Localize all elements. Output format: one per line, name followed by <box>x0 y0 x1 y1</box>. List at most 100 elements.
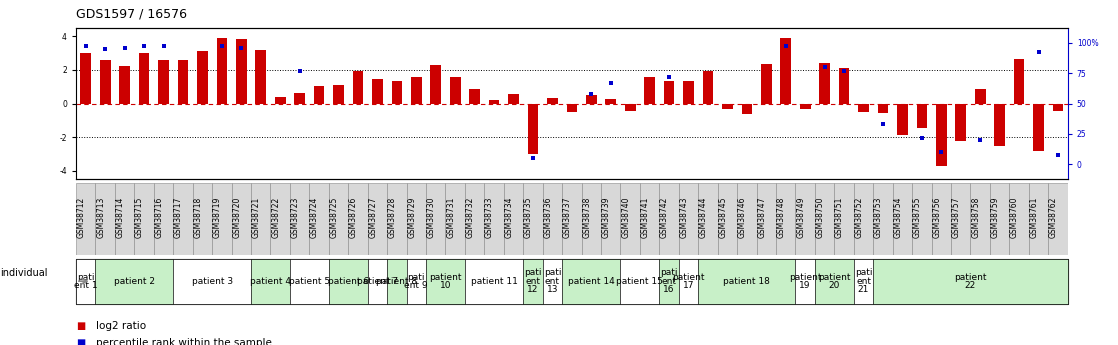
Text: GSM38757: GSM38757 <box>951 197 960 238</box>
Bar <box>173 183 192 255</box>
Bar <box>352 71 363 104</box>
Bar <box>407 183 426 255</box>
Text: GSM38759: GSM38759 <box>991 197 999 238</box>
Text: GSM38732: GSM38732 <box>465 197 475 238</box>
Text: GSM38730: GSM38730 <box>427 197 436 238</box>
Text: ■: ■ <box>76 338 85 345</box>
Bar <box>859 104 869 112</box>
Bar <box>80 53 91 104</box>
Bar <box>796 259 815 304</box>
Text: GSM38754: GSM38754 <box>893 197 902 238</box>
Bar <box>76 259 95 304</box>
Text: GSM38722: GSM38722 <box>272 197 281 238</box>
Bar <box>449 77 461 104</box>
Bar <box>120 66 130 104</box>
Bar <box>737 183 757 255</box>
Bar <box>411 77 421 104</box>
Bar <box>873 259 1068 304</box>
Bar <box>1014 59 1024 104</box>
Bar <box>348 183 368 255</box>
Text: GSM38731: GSM38731 <box>446 197 455 238</box>
Text: individual: individual <box>0 268 47 277</box>
Bar <box>329 183 348 255</box>
Bar <box>606 99 616 104</box>
Bar <box>975 89 986 104</box>
Bar <box>252 183 271 255</box>
Text: GSM38745: GSM38745 <box>719 197 728 238</box>
Bar <box>994 104 1005 146</box>
Text: GSM38723: GSM38723 <box>291 197 300 238</box>
Bar <box>741 104 752 114</box>
Bar <box>562 183 581 255</box>
Bar <box>134 183 154 255</box>
Bar <box>644 77 655 104</box>
Bar <box>294 92 305 104</box>
Bar <box>528 104 538 154</box>
Bar <box>581 183 601 255</box>
Text: pati
ent 9: pati ent 9 <box>405 273 428 290</box>
Bar <box>796 183 815 255</box>
Bar <box>936 104 947 166</box>
Bar <box>139 53 150 104</box>
Text: GSM38741: GSM38741 <box>641 197 650 238</box>
Bar <box>699 259 796 304</box>
Text: GSM38720: GSM38720 <box>233 197 241 238</box>
Text: pati
ent
21: pati ent 21 <box>855 268 872 294</box>
Bar <box>445 183 465 255</box>
Text: patient 2: patient 2 <box>114 277 155 286</box>
Text: pati
ent
16: pati ent 16 <box>661 268 678 294</box>
Bar <box>660 183 679 255</box>
Bar <box>236 39 247 104</box>
Bar <box>601 183 620 255</box>
Text: patient 7: patient 7 <box>357 277 398 286</box>
Text: GSM38714: GSM38714 <box>115 197 124 238</box>
Bar <box>252 259 290 304</box>
Bar <box>660 259 679 304</box>
Bar <box>407 259 426 304</box>
Bar <box>1049 183 1068 255</box>
Text: GSM38735: GSM38735 <box>524 197 533 238</box>
Text: patient 6: patient 6 <box>328 277 369 286</box>
Text: GSM38760: GSM38760 <box>1010 197 1020 238</box>
Bar <box>275 97 285 104</box>
Bar <box>970 183 989 255</box>
Bar <box>178 60 188 104</box>
Bar <box>426 183 445 255</box>
Text: GSM38715: GSM38715 <box>135 197 144 238</box>
Text: patient 15: patient 15 <box>616 277 663 286</box>
Bar <box>854 259 873 304</box>
Text: GDS1597 / 16576: GDS1597 / 16576 <box>76 8 187 21</box>
Bar <box>562 259 620 304</box>
Text: GSM38734: GSM38734 <box>504 197 513 238</box>
Bar <box>115 183 134 255</box>
Text: GSM38739: GSM38739 <box>601 197 610 238</box>
Bar <box>100 60 111 104</box>
Text: GSM38749: GSM38749 <box>796 197 805 238</box>
Bar <box>834 183 854 255</box>
Bar <box>699 183 718 255</box>
Text: patient
17: patient 17 <box>672 273 704 290</box>
Text: GSM38728: GSM38728 <box>388 197 397 238</box>
Text: GSM38755: GSM38755 <box>913 197 922 238</box>
Text: GSM38729: GSM38729 <box>407 197 416 238</box>
Bar <box>542 183 562 255</box>
Bar <box>387 259 407 304</box>
Text: GSM38718: GSM38718 <box>193 197 202 238</box>
Text: GSM38750: GSM38750 <box>816 197 825 238</box>
Bar <box>815 259 854 304</box>
Bar <box>197 51 208 104</box>
Bar <box>489 100 500 104</box>
Text: GSM38740: GSM38740 <box>622 197 631 238</box>
Text: pati
ent
12: pati ent 12 <box>524 268 542 294</box>
Bar <box>1029 183 1049 255</box>
Bar <box>465 259 523 304</box>
Bar <box>819 63 830 104</box>
Bar <box>722 104 732 109</box>
Bar <box>547 98 558 104</box>
Text: GSM38724: GSM38724 <box>310 197 319 238</box>
Text: patient 4: patient 4 <box>250 277 291 286</box>
Bar <box>679 259 699 304</box>
Bar <box>368 183 387 255</box>
Bar <box>625 104 635 111</box>
Bar <box>426 259 465 304</box>
